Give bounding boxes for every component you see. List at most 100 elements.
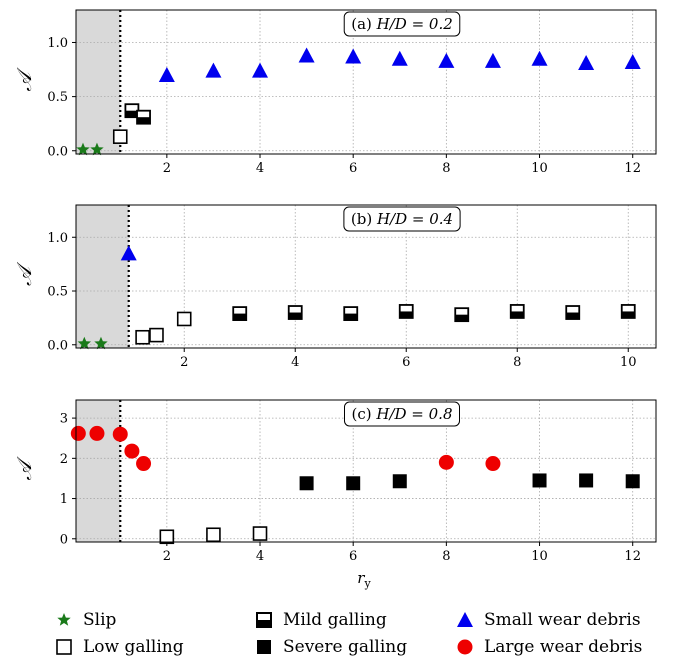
- marker-low: [206, 527, 221, 543]
- triangle-shape: [624, 53, 641, 69]
- x-tick-label: 12: [624, 549, 641, 564]
- marker-slip: [77, 336, 92, 350]
- x-tick-label: 2: [163, 161, 171, 176]
- circle-marker-icon: [457, 639, 473, 655]
- marker-mild: [398, 304, 414, 319]
- x-axis-label-subscript: y: [363, 577, 371, 590]
- triangle-shape: [158, 66, 175, 82]
- x-tick-label: 4: [256, 549, 264, 564]
- shaded-region: [76, 10, 121, 154]
- chart-panel-1: 2 4 6 8 10 12 0.0 0.5 1.0 𝒜 (a) H/D = 0.2: [12, 9, 657, 176]
- marker-severe: [346, 476, 361, 491]
- y-axis-label: 𝒜: [12, 455, 36, 480]
- mild-square-fill: [344, 313, 358, 321]
- open-square-shape: [149, 327, 164, 343]
- circle-shape: [438, 454, 454, 470]
- circle-shape: [112, 426, 128, 442]
- x-tick-label: 8: [442, 161, 450, 176]
- marker-large: [70, 425, 86, 441]
- axes-frame: [75, 399, 657, 543]
- mild-square-fill: [621, 311, 635, 318]
- mild-square-fill: [137, 117, 151, 124]
- marker-low: [159, 529, 175, 545]
- circle-shape: [124, 443, 140, 459]
- marker-small: [345, 48, 362, 64]
- y-tick-label: 1.0: [47, 231, 68, 246]
- legend-label: Large wear debris: [484, 637, 643, 657]
- panel-letter: (a): [351, 15, 376, 33]
- legend-label: Small wear debris: [484, 610, 641, 630]
- mild-square-fill: [455, 314, 469, 322]
- marker-mild: [565, 305, 581, 320]
- panel-label-box: [344, 401, 460, 427]
- marker-large: [112, 426, 128, 442]
- y-tick-label: 1.0: [47, 36, 68, 51]
- circle-shape: [70, 425, 86, 441]
- filled-square-shape: [625, 474, 640, 489]
- marker-severe: [299, 476, 314, 491]
- y-tick-label: 0.5: [47, 285, 68, 300]
- x-tick-label: 2: [163, 549, 171, 564]
- legend-item-large-wear-debris: Large wear debris: [456, 637, 642, 657]
- marker-mild: [343, 306, 359, 321]
- x-tick-label: 10: [531, 549, 548, 564]
- marker-slip: [90, 142, 104, 156]
- axes-frame: [75, 9, 657, 155]
- marker-small: [298, 47, 315, 63]
- x-tick-label: 6: [349, 549, 357, 564]
- marker-mild: [287, 305, 303, 320]
- triangle-shape: [391, 50, 408, 66]
- shaded-region: [76, 400, 121, 542]
- open-square-shape: [135, 329, 150, 345]
- marker-severe: [579, 473, 594, 488]
- y-tick-label: 2: [60, 452, 68, 467]
- y-tick-label: 0.0: [47, 144, 68, 159]
- marker-small: [391, 50, 408, 66]
- y-tick-label: 3: [60, 412, 68, 427]
- marker-low: [176, 311, 192, 327]
- star-shape: [77, 336, 92, 350]
- mild-square-fill: [399, 311, 413, 318]
- filled-square-shape: [532, 473, 547, 488]
- marker-severe: [392, 474, 407, 489]
- marker-large: [89, 425, 105, 441]
- y-tick-label: 0.0: [47, 338, 68, 353]
- mild-square-fill: [288, 312, 302, 320]
- shaded-region: [76, 205, 129, 348]
- x-tick-label: 8: [513, 355, 521, 370]
- legend-item-small-wear-debris: Small wear debris: [456, 610, 641, 630]
- panel-ratio: H/D = 0.4: [376, 210, 453, 228]
- open-square-shape: [252, 526, 268, 541]
- marker-small: [624, 53, 641, 69]
- marker-mild: [620, 304, 636, 319]
- legend-label: Severe galling: [283, 637, 408, 657]
- panel-label: (c) H/D = 0.8: [352, 405, 453, 423]
- y-tick-label: 1: [60, 492, 68, 507]
- legend-label: Low galling: [83, 637, 184, 657]
- x-tick-label: 4: [256, 161, 264, 176]
- panel-ratio: H/D = 0.2: [376, 15, 453, 33]
- triangle-shape: [578, 55, 595, 71]
- triangle-shape: [205, 62, 222, 78]
- marker-mild: [454, 307, 470, 323]
- filled-square-shape: [299, 476, 314, 491]
- mild-square-fill: [510, 311, 524, 318]
- marker-slip: [76, 142, 90, 156]
- open-square-icon: [56, 639, 72, 655]
- marker-small: [120, 245, 137, 261]
- circle-shape: [89, 425, 105, 441]
- marker-low: [252, 526, 268, 541]
- marker-small: [438, 52, 455, 68]
- marker-severe: [532, 473, 547, 488]
- marker-low: [112, 129, 128, 144]
- x-tick-label: 6: [349, 161, 357, 176]
- legend-item-low-galling: Low galling: [55, 637, 184, 657]
- marker-large: [485, 456, 501, 472]
- panel-letter: (b): [351, 210, 377, 228]
- marker-mild: [509, 304, 525, 319]
- filled-square-icon: [257, 640, 271, 654]
- triangle-shape: [298, 47, 315, 63]
- legend-item-slip: Slip: [55, 610, 116, 630]
- chart-panel-2: 2 4 6 8 10 0.0 0.5 1.0 𝒜 (b) H/D = 0.4: [12, 204, 657, 370]
